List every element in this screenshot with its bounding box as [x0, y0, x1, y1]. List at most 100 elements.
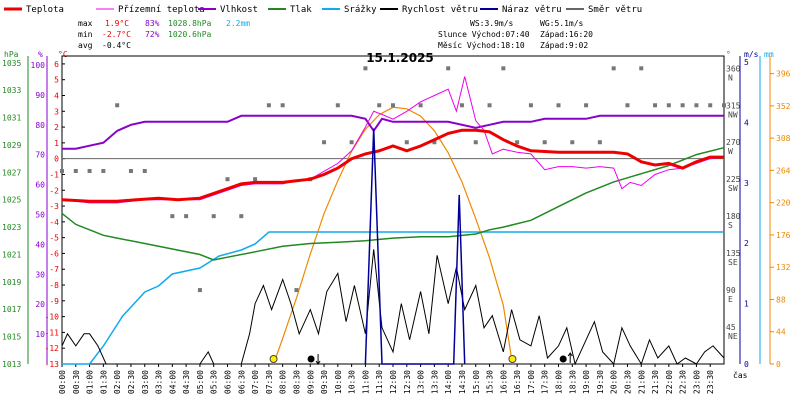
series-line-temperature	[61, 128, 724, 203]
direction-tick-compass: NE	[728, 332, 738, 341]
direction-tick-label: 180	[726, 212, 741, 221]
wind-direction-point	[363, 66, 368, 71]
sunrise-marker	[269, 355, 278, 363]
x-tick-label: 09:00	[306, 370, 315, 394]
wind-direction-point	[197, 288, 202, 293]
direction-tick-compass: NW	[728, 110, 738, 119]
temp-tick-label: -10	[45, 313, 60, 322]
wind-direction-point	[377, 103, 382, 108]
rain-tick-label: 0	[776, 360, 781, 369]
stats-max-label: max	[78, 19, 93, 28]
wind-direction-point	[584, 103, 589, 108]
wind-direction-point	[115, 103, 120, 108]
x-tick-label: 07:00	[251, 370, 260, 394]
temp-tick-label: 3	[54, 107, 59, 116]
x-tick-label: 12:30	[403, 370, 412, 394]
wind-direction-point	[597, 140, 602, 145]
moonrise-marker	[559, 355, 567, 363]
stats-block: max 1.9°C 83% 1028.8hPa 2.2mm min -2.7°C…	[78, 19, 250, 50]
axis-title-humidity: %	[38, 50, 43, 59]
x-tick-label: 16:00	[499, 370, 508, 394]
x-tick-label: 22:30	[679, 370, 688, 394]
stats-min-label: min	[78, 30, 93, 39]
x-tick-label: 17:00	[527, 370, 536, 394]
direction-tick-label: 225	[726, 175, 741, 184]
wind-direction-point	[528, 103, 533, 108]
x-tick-label: 13:00	[417, 370, 426, 394]
series-line-pressure	[61, 146, 725, 261]
x-tick-label: 08:00	[279, 370, 288, 394]
series-line-ground-temperature	[61, 76, 725, 204]
info-sun: Slunce Východ:07:40	[438, 30, 530, 39]
x-tick-label: 23:00	[692, 370, 701, 394]
x-tick-label: 01:00	[86, 370, 95, 394]
direction-tick-compass: W	[728, 147, 733, 156]
legend-label-wind-gust: Náraz větru	[502, 5, 562, 15]
wind-direction-point	[335, 103, 340, 108]
humidity-tick-label: 80	[35, 121, 45, 130]
rain-tick-label: 44	[776, 328, 786, 337]
wind-tick-label: 0	[744, 360, 749, 369]
temp-tick-label: -8	[49, 281, 59, 290]
wind-direction-point	[708, 103, 713, 108]
humidity-tick-label: 40	[35, 240, 45, 249]
wind-direction-point	[142, 168, 147, 173]
wind-direction-point	[73, 168, 78, 173]
temp-tick-label: 5	[54, 76, 59, 85]
wind-tick-label: 2	[744, 239, 749, 248]
x-tick-label: 17:30	[541, 370, 550, 394]
pressure-tick-label: 1035	[2, 59, 21, 68]
info-sun-set: Západ:16:20	[540, 30, 593, 39]
x-tick-label: 20:30	[623, 370, 632, 394]
series-line-humidity	[62, 114, 724, 150]
x-tick-label: 18:00	[555, 370, 564, 394]
x-tick-label: 11:30	[375, 370, 384, 394]
temp-tick-label: 6	[54, 60, 59, 69]
info-moon-set: Západ:9:02	[540, 41, 588, 50]
wind-direction-point	[391, 103, 395, 108]
humidity-tick-label: 20	[35, 300, 45, 309]
direction-tick-label: 90	[726, 286, 736, 295]
axis-title-temperature: °C	[58, 50, 68, 59]
x-tick-label: 22:00	[665, 370, 674, 394]
x-tick-label: 15:30	[486, 370, 495, 394]
pressure-tick-label: 1025	[2, 196, 21, 205]
direction-tick-compass: E	[728, 295, 733, 304]
legend-label-temperature: Teplota	[26, 5, 64, 15]
x-tick-label: 01:30	[99, 370, 108, 394]
wind-direction-point	[446, 66, 451, 71]
wind-direction-point	[611, 66, 616, 71]
temp-tick-label: -13	[45, 360, 60, 369]
direction-tick-label: 360	[726, 64, 741, 73]
plot-area: 6543210-1-2-3-4-5-6-7-8-9-10-11-12-13100…	[2, 55, 791, 394]
legend: Teplota Přízemní teplota Vlhkost Tlak Sr…	[4, 5, 642, 15]
chart-title: 15.1.2025	[366, 51, 434, 65]
wind-direction-point	[211, 214, 216, 219]
temp-tick-label: 0	[54, 155, 59, 164]
temp-tick-label: -2	[49, 186, 59, 195]
x-tick-label: 00:00	[58, 370, 67, 394]
wind-direction-point	[294, 288, 299, 293]
axis-title-x: čas	[733, 370, 748, 380]
humidity-tick-label: 100	[31, 61, 46, 70]
wind-direction-point	[87, 168, 92, 173]
wind-direction-point	[128, 168, 133, 173]
stats-min-hum: 72%	[145, 30, 160, 39]
rain-tick-label: 396	[776, 70, 791, 79]
x-tick-label: 13:30	[430, 370, 439, 394]
wind-direction-point	[184, 214, 189, 219]
rain-tick-label: 132	[776, 263, 791, 272]
wind-direction-point	[253, 177, 258, 182]
moonset-marker	[307, 355, 315, 363]
humidity-tick-label: 10	[35, 330, 45, 339]
info-wg: WG:5.1m/s	[540, 19, 584, 28]
wind-tick-label: 1	[744, 300, 749, 309]
wind-tick-label: 5	[744, 58, 749, 67]
temp-tick-label: -7	[49, 265, 59, 274]
wind-tick-label: 3	[744, 179, 749, 188]
legend-label-precipitation: Srážky	[344, 5, 377, 15]
pressure-tick-label: 1031	[2, 114, 21, 123]
direction-tick-label: 45	[726, 323, 736, 332]
series-line-precipitation	[62, 231, 724, 365]
temp-tick-label: 4	[54, 91, 59, 100]
